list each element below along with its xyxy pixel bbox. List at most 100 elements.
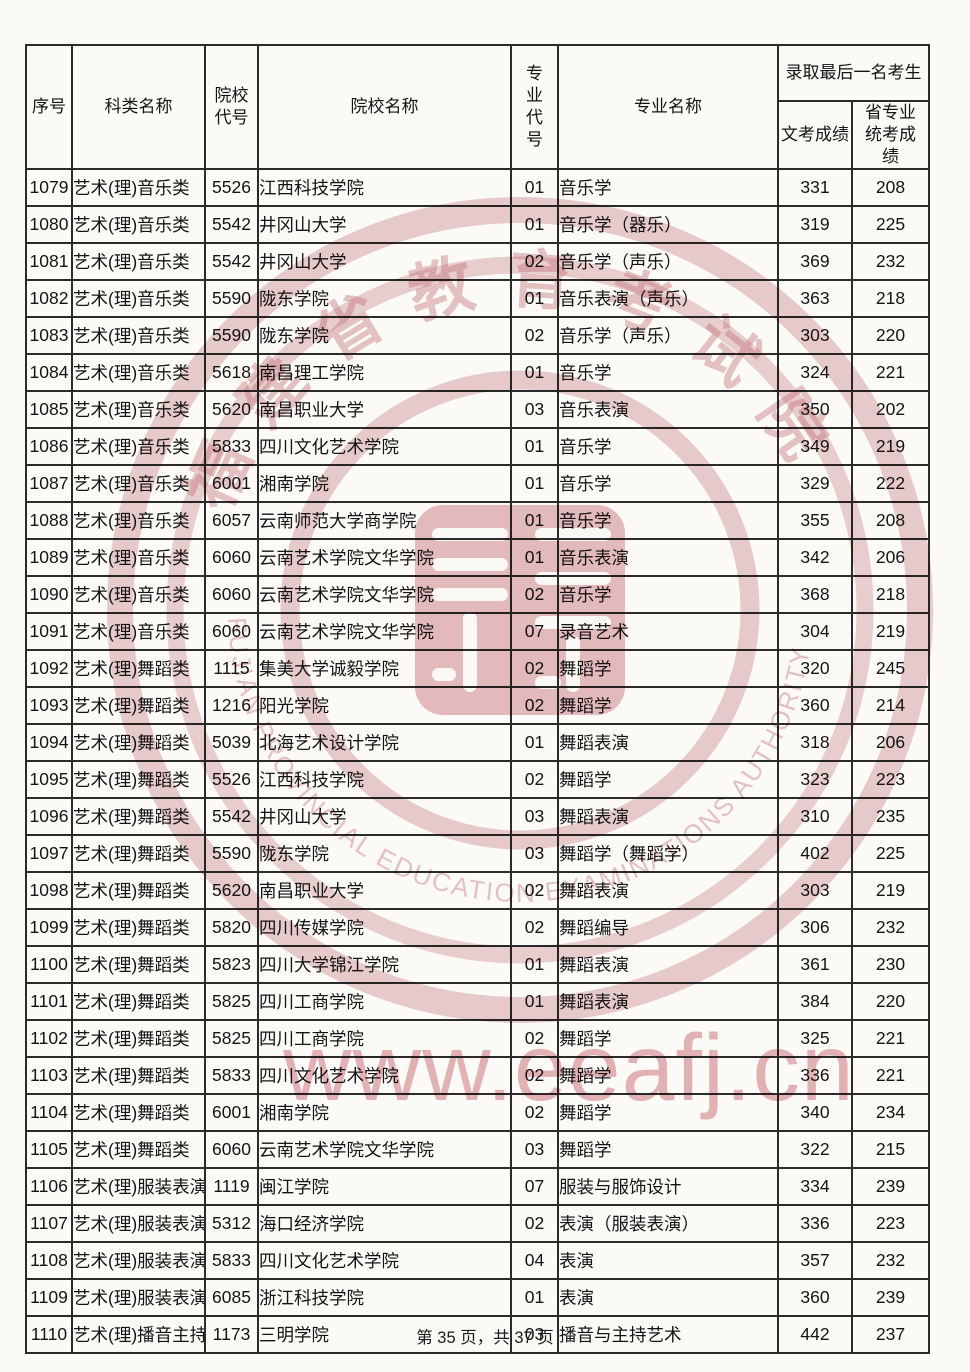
cell-wenkao-score: 361 — [777, 945, 853, 985]
cell-major-name: 舞蹈学 — [557, 760, 779, 800]
cell-major-name: 播音与主持艺术 — [557, 1315, 779, 1355]
cell-wenkao-score: 319 — [777, 205, 853, 245]
cell-school-code: 5825 — [204, 982, 259, 1022]
cell-school-code: 5823 — [204, 945, 259, 985]
cell-school-name: 湘南学院 — [257, 1093, 512, 1133]
cell-category: 艺术(理)音乐类 — [71, 464, 206, 504]
table-row: 1094 艺术(理)舞蹈类 5039 北海艺术设计学院 01 舞蹈表演 318 206 — [25, 723, 930, 763]
cell-school-code: 5820 — [204, 908, 259, 948]
cell-tongkao-score: 202 — [851, 390, 930, 430]
cell-school-code: 5590 — [204, 279, 259, 319]
cell-serial-number: 1096 — [25, 797, 73, 837]
cell-category: 艺术(理)舞蹈类 — [71, 1093, 206, 1133]
cell-school-name: 陇东学院 — [257, 834, 512, 874]
cell-major-name: 表演（服装表演） — [557, 1204, 779, 1244]
cell-school-name: 阳光学院 — [257, 686, 512, 726]
table-row: 1102 艺术(理)舞蹈类 5825 四川工商学院 02 舞蹈学 325 221 — [25, 1019, 930, 1059]
cell-category: 艺术(理)服装表演 — [71, 1204, 206, 1244]
cell-serial-number: 1103 — [25, 1056, 73, 1096]
cell-tongkao-score: 219 — [851, 427, 930, 467]
cell-school-code: 5833 — [204, 1241, 259, 1281]
cell-category: 艺术(理)舞蹈类 — [71, 908, 206, 948]
cell-school-name: 四川传媒学院 — [257, 908, 512, 948]
table-row: 1096 艺术(理)舞蹈类 5542 井冈山大学 03 舞蹈表演 310 235 — [25, 797, 930, 837]
cell-wenkao-score: 324 — [777, 353, 853, 393]
cell-category: 艺术(理)服装表演 — [71, 1167, 206, 1207]
cell-wenkao-score: 318 — [777, 723, 853, 763]
cell-school-name: 浙江科技学院 — [257, 1278, 512, 1318]
cell-school-name: 陇东学院 — [257, 316, 512, 356]
cell-school-code: 6060 — [204, 575, 259, 615]
cell-school-code: 5620 — [204, 390, 259, 430]
header-category: 科类名称 — [71, 43, 206, 171]
cell-school-name: 南昌职业大学 — [257, 390, 512, 430]
table-row: 1079 艺术(理)音乐类 5526 江西科技学院 01 音乐学 331 208 — [25, 168, 930, 208]
cell-school-name: 四川工商学院 — [257, 1019, 512, 1059]
cell-category: 艺术(理)音乐类 — [71, 205, 206, 245]
table-row: 1110 艺术(理)播音主持 1173 三明学院 03 播音与主持艺术 442 237 — [25, 1315, 930, 1355]
cell-tongkao-score: 239 — [851, 1167, 930, 1207]
cell-major-name: 音乐表演（声乐） — [557, 279, 779, 319]
cell-major-name: 音乐表演 — [557, 538, 779, 578]
cell-major-name: 音乐学 — [557, 501, 779, 541]
cell-major-code: 02 — [510, 1093, 559, 1133]
header-major-name: 专业名称 — [557, 43, 779, 171]
table-row: 1083 艺术(理)音乐类 5590 陇东学院 02 音乐学（声乐） 303 220 — [25, 316, 930, 356]
cell-tongkao-score: 208 — [851, 168, 930, 208]
cell-tongkao-score: 225 — [851, 205, 930, 245]
header-school-name: 院校名称 — [257, 43, 512, 171]
header-serial: 序号 — [25, 43, 73, 171]
cell-school-code: 6085 — [204, 1278, 259, 1318]
cell-school-code: 5590 — [204, 834, 259, 874]
cell-school-name: 云南艺术学院文华学院 — [257, 538, 512, 578]
cell-wenkao-score: 303 — [777, 871, 853, 911]
cell-wenkao-score: 402 — [777, 834, 853, 874]
cell-tongkao-score: 208 — [851, 501, 930, 541]
cell-wenkao-score: 329 — [777, 464, 853, 504]
table-row: 1107 艺术(理)服装表演 5312 海口经济学院 02 表演（服装表演） 336 223 — [25, 1204, 930, 1244]
cell-major-name: 表演 — [557, 1278, 779, 1318]
cell-school-name: 集美大学诚毅学院 — [257, 649, 512, 689]
cell-major-code: 01 — [510, 1278, 559, 1318]
cell-wenkao-score: 442 — [777, 1315, 853, 1355]
cell-tongkao-score: 214 — [851, 686, 930, 726]
cell-tongkao-score: 234 — [851, 1093, 930, 1133]
cell-school-code: 5618 — [204, 353, 259, 393]
cell-wenkao-score: 334 — [777, 1167, 853, 1207]
table-row: 1105 艺术(理)舞蹈类 6060 云南艺术学院文华学院 03 舞蹈学 322 215 — [25, 1130, 930, 1170]
cell-major-code: 02 — [510, 575, 559, 615]
cell-school-code: 5312 — [204, 1204, 259, 1244]
cell-school-name: 湘南学院 — [257, 464, 512, 504]
cell-category: 艺术(理)舞蹈类 — [71, 1019, 206, 1059]
cell-category: 艺术(理)音乐类 — [71, 390, 206, 430]
cell-serial-number: 1093 — [25, 686, 73, 726]
cell-serial-number: 1110 — [25, 1315, 73, 1355]
table-row: 1086 艺术(理)音乐类 5833 四川文化艺术学院 01 音乐学 349 219 — [25, 427, 930, 467]
table-row: 1108 艺术(理)服装表演 5833 四川文化艺术学院 04 表演 357 232 — [25, 1241, 930, 1281]
cell-tongkao-score: 237 — [851, 1315, 930, 1355]
cell-major-code: 02 — [510, 760, 559, 800]
table-row: 1097 艺术(理)舞蹈类 5590 陇东学院 03 舞蹈学（舞蹈学） 402 225 — [25, 834, 930, 874]
cell-school-code: 5542 — [204, 242, 259, 282]
admission-score-table: 序号 科类名称 院校代号 院校名称 专业代号 专业名称 录取最后一名考生 文考成… — [25, 43, 930, 1355]
cell-wenkao-score: 306 — [777, 908, 853, 948]
cell-major-name: 服装与服饰设计 — [557, 1167, 779, 1207]
cell-tongkao-score: 222 — [851, 464, 930, 504]
table-row: 1085 艺术(理)音乐类 5620 南昌职业大学 03 音乐表演 350 202 — [25, 390, 930, 430]
cell-tongkao-score: 232 — [851, 242, 930, 282]
cell-wenkao-score: 336 — [777, 1204, 853, 1244]
cell-major-code: 07 — [510, 1167, 559, 1207]
cell-category: 艺术(理)音乐类 — [71, 427, 206, 467]
cell-school-code: 5833 — [204, 427, 259, 467]
cell-tongkao-score: 230 — [851, 945, 930, 985]
cell-school-name: 云南艺术学院文华学院 — [257, 612, 512, 652]
cell-serial-number: 1095 — [25, 760, 73, 800]
cell-major-code: 03 — [510, 390, 559, 430]
header-last-admitted: 录取最后一名考生 — [777, 44, 930, 102]
cell-serial-number: 1109 — [25, 1278, 73, 1318]
cell-category: 艺术(理)舞蹈类 — [71, 871, 206, 911]
cell-wenkao-score: 322 — [777, 1130, 853, 1170]
cell-tongkao-score: 218 — [851, 279, 930, 319]
cell-serial-number: 1099 — [25, 908, 73, 948]
